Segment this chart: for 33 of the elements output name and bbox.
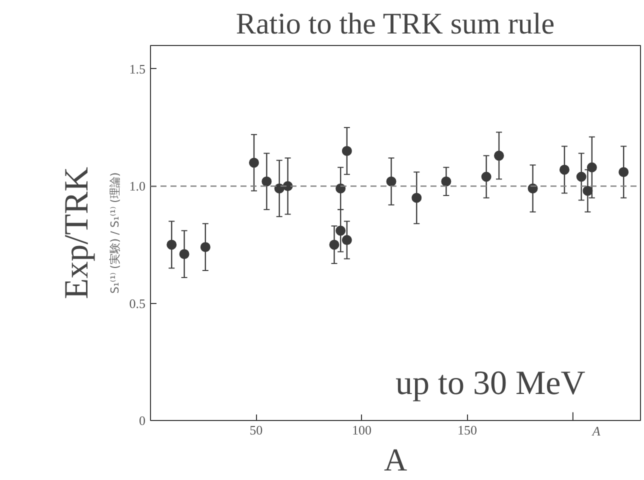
point (559, 164, 570, 175)
chart-title: Ratio to the TRK sum rule (236, 8, 555, 40)
y-axis-title: Exp/TRK (58, 166, 96, 300)
point (248, 158, 259, 168)
annotation: up to 30 MeV (396, 364, 586, 402)
point (336, 183, 346, 194)
point (166, 240, 177, 250)
point (481, 172, 492, 182)
y-tick-label: 1.0 (129, 178, 146, 194)
point (412, 192, 422, 203)
point (179, 249, 190, 260)
point (336, 226, 346, 236)
point (586, 162, 597, 172)
point (342, 146, 352, 156)
point (329, 240, 340, 250)
point (386, 176, 396, 186)
y-tick-label: 1.5 (129, 61, 146, 76)
x-axis-title: A (384, 442, 408, 478)
point (441, 176, 452, 186)
x-tick-label: 50 (250, 422, 263, 438)
y-tick-label: 0 (139, 413, 146, 428)
point (618, 167, 629, 178)
x-tick-label: 150 (458, 422, 478, 438)
point (494, 150, 504, 161)
point (342, 235, 352, 246)
point (200, 242, 210, 252)
x-tick-label: 100 (352, 422, 372, 438)
point (582, 186, 593, 196)
point (576, 172, 586, 182)
text: S₁⁽¹⁾ (実験) / S₁⁽¹⁾ (理論) (108, 172, 122, 294)
text: A (591, 424, 600, 438)
point (262, 176, 272, 186)
y-tick-label: 0.5 (129, 296, 146, 311)
